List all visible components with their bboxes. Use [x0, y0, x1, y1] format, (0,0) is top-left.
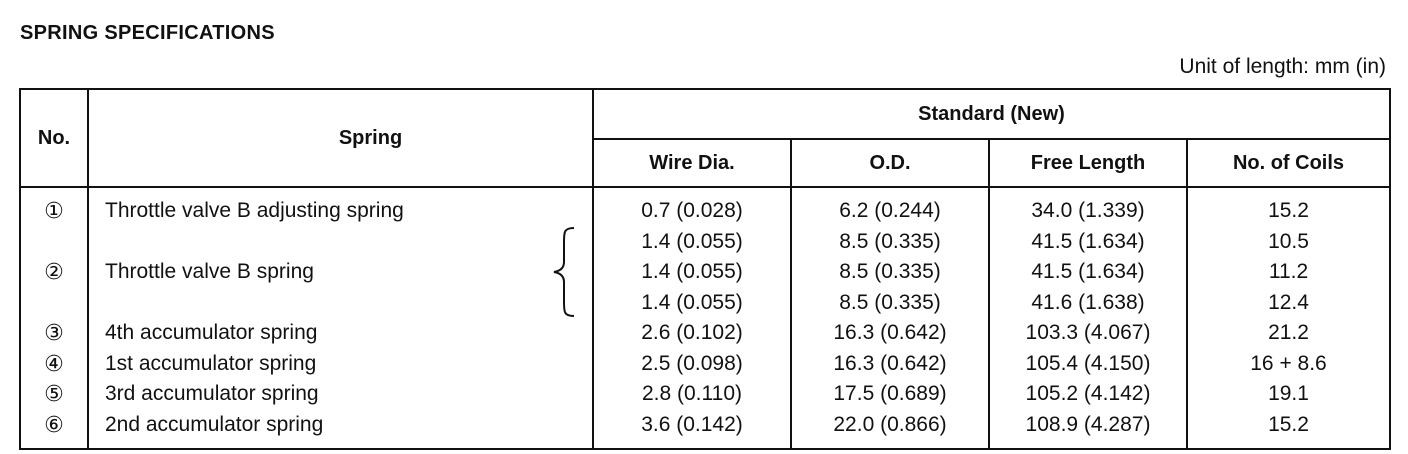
header-od: O.D.: [790, 138, 990, 188]
table-row: 1.4 (0.055) 8.5 (0.335) 41.5 (1.634) 10.5: [19, 226, 1391, 257]
table-row: ④ 1st accumulator spring 2.5 (0.098) 16.3 (…: [19, 348, 1391, 379]
coils-cell: 11.2: [1186, 257, 1391, 288]
header-free-length: Free Length: [988, 138, 1188, 188]
header-coils: No. of Coils: [1186, 138, 1391, 188]
header-standard: Standard (New): [592, 88, 1391, 140]
od-cell: 16.3 (0.642): [790, 318, 990, 349]
od-cell: 17.5 (0.689): [790, 379, 990, 410]
table-row: 1.4 (0.055) 8.5 (0.335) 41.6 (1.638) 12.4: [19, 287, 1391, 318]
free-length-cell: 41.5 (1.634): [988, 257, 1188, 288]
od-cell: 8.5 (0.335): [790, 257, 990, 288]
row-number: ①: [19, 187, 89, 227]
table-row: ⑥ 2nd accumulator spring 3.6 (0.142) 22.0 (…: [19, 409, 1391, 450]
coils-cell: 15.2: [1186, 187, 1391, 227]
brace-icon: [553, 227, 575, 317]
row-number: [19, 287, 89, 318]
spring-name: Throttle valve B spring: [87, 257, 594, 288]
row-number: ②: [19, 257, 89, 288]
table-row: ③ 4th accumulator spring 2.6 (0.102) 16.3 (…: [19, 318, 1391, 349]
free-length-cell: 41.5 (1.634): [988, 226, 1188, 257]
coils-cell: 12.4: [1186, 287, 1391, 318]
od-cell: 8.5 (0.335): [790, 226, 990, 257]
od-cell: 8.5 (0.335): [790, 287, 990, 318]
free-length-cell: 41.6 (1.638): [988, 287, 1188, 318]
od-cell: 6.2 (0.244): [790, 187, 990, 227]
coils-cell: 16 + 8.6: [1186, 348, 1391, 379]
od-cell: 16.3 (0.642): [790, 348, 990, 379]
wire-dia-cell: 1.4 (0.055): [592, 287, 792, 318]
table-row: ① Throttle valve B adjusting spring 0.7 (0…: [19, 187, 1391, 227]
page-title: SPRING SPECIFICATIONS: [20, 22, 275, 44]
spring-name: 1st accumulator spring: [87, 348, 594, 379]
wire-dia-cell: 1.4 (0.055): [592, 257, 792, 288]
wire-dia-cell: 1.4 (0.055): [592, 226, 792, 257]
wire-dia-cell: 0.7 (0.028): [592, 187, 792, 227]
row-number: ⑤: [19, 379, 89, 410]
free-length-cell: 34.0 (1.339): [988, 187, 1188, 227]
free-length-cell: 103.3 (4.067): [988, 318, 1188, 349]
row-number: ③: [19, 318, 89, 349]
wire-dia-cell: 2.6 (0.102): [592, 318, 792, 349]
free-length-cell: 105.2 (4.142): [988, 379, 1188, 410]
spring-name: 2nd accumulator spring: [87, 409, 594, 450]
wire-dia-cell: 3.6 (0.142): [592, 409, 792, 450]
header-no: No.: [19, 88, 89, 188]
od-cell: 22.0 (0.866): [790, 409, 990, 450]
table-row: ⑤ 3rd accumulator spring 2.8 (0.110) 17.5 (…: [19, 379, 1391, 410]
free-length-cell: 105.4 (4.150): [988, 348, 1188, 379]
row-number: [19, 226, 89, 257]
coils-cell: 19.1: [1186, 379, 1391, 410]
coils-cell: 10.5: [1186, 226, 1391, 257]
row-number: ⑥: [19, 409, 89, 450]
coils-cell: 21.2: [1186, 318, 1391, 349]
spring-name: Throttle valve B adjusting spring: [87, 187, 594, 227]
wire-dia-cell: 2.5 (0.098): [592, 348, 792, 379]
spring-name: [87, 226, 594, 257]
header-spring: Spring: [87, 88, 594, 188]
coils-cell: 15.2: [1186, 409, 1391, 450]
wire-dia-cell: 2.8 (0.110): [592, 379, 792, 410]
spring-name: 3rd accumulator spring: [87, 379, 594, 410]
spring-spec-table: No. Spring Standard (New) Wire Dia. O.D.…: [19, 88, 1391, 450]
spring-name: [87, 287, 594, 318]
spring-name: 4th accumulator spring: [87, 318, 594, 349]
table-row: ② Throttle valve B spring 1.4 (0.055) 8.5 (…: [19, 257, 1391, 288]
row-number: ④: [19, 348, 89, 379]
header-wire-dia: Wire Dia.: [592, 138, 792, 188]
free-length-cell: 108.9 (4.287): [988, 409, 1188, 450]
unit-note: Unit of length: mm (in): [1179, 55, 1386, 78]
